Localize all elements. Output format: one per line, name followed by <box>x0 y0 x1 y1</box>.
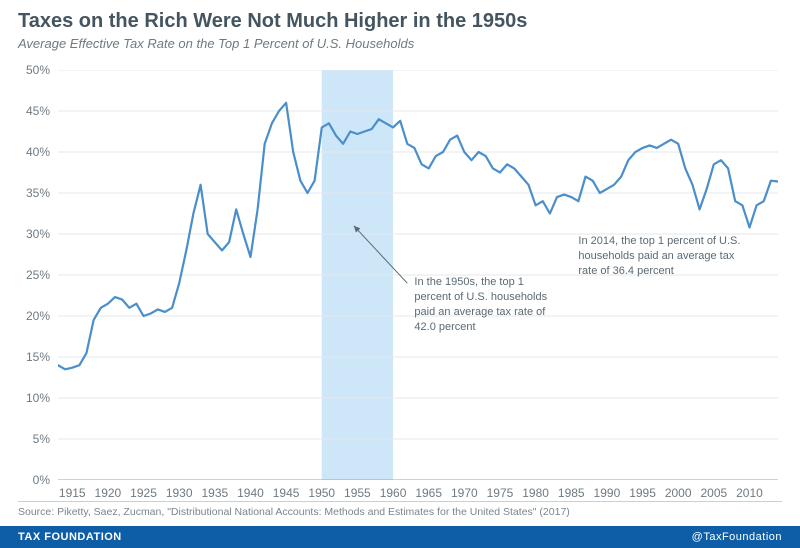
annotation-2014: In 2014, the top 1 percent of U.S. house… <box>578 234 748 279</box>
x-axis-tick-label: 1990 <box>594 486 621 500</box>
chart-subtitle: Average Effective Tax Rate on the Top 1 … <box>18 36 414 51</box>
x-axis-tick-label: 2005 <box>700 486 727 500</box>
annotation-1950s: In the 1950s, the top 1 percent of U.S. … <box>414 275 554 334</box>
x-axis-tick-label: 1935 <box>201 486 228 500</box>
y-axis-tick-label: 20% <box>10 309 50 323</box>
y-axis-tick-label: 35% <box>10 186 50 200</box>
x-axis-tick-label: 2000 <box>665 486 692 500</box>
x-axis-tick-label: 1980 <box>522 486 549 500</box>
y-axis-tick-label: 15% <box>10 350 50 364</box>
footer-brand: TAX FOUNDATION <box>18 531 122 543</box>
y-axis-tick-label: 5% <box>10 432 50 446</box>
x-axis-tick-label: 1985 <box>558 486 585 500</box>
y-axis-tick-label: 50% <box>10 63 50 77</box>
x-axis-tick-label: 2010 <box>736 486 763 500</box>
x-axis-tick-label: 1940 <box>237 486 264 500</box>
x-axis-tick-label: 1975 <box>487 486 514 500</box>
x-axis-tick-label: 1920 <box>95 486 122 500</box>
y-axis-tick-label: 45% <box>10 104 50 118</box>
x-axis-tick-label: 1965 <box>415 486 442 500</box>
source-text: Source: Piketty, Saez, Zucman, "Distribu… <box>18 501 782 518</box>
y-axis-tick-label: 30% <box>10 227 50 241</box>
footer-bar: TAX FOUNDATION @TaxFoundation <box>0 526 800 548</box>
x-axis-tick-label: 1995 <box>629 486 656 500</box>
chart-container: Taxes on the Rich Were Not Much Higher i… <box>0 0 800 548</box>
y-axis-tick-label: 25% <box>10 268 50 282</box>
x-axis-tick-label: 1925 <box>130 486 157 500</box>
x-axis-tick-label: 1955 <box>344 486 371 500</box>
x-axis-tick-label: 1970 <box>451 486 478 500</box>
y-axis-tick-label: 40% <box>10 145 50 159</box>
chart-area: 0%5%10%15%20%25%30%35%40%45%50% 19151920… <box>58 70 778 480</box>
y-axis-tick-label: 0% <box>10 473 50 487</box>
x-axis-tick-label: 1960 <box>380 486 407 500</box>
chart-title: Taxes on the Rich Were Not Much Higher i… <box>18 10 527 33</box>
y-axis-tick-label: 10% <box>10 391 50 405</box>
x-axis-tick-label: 1950 <box>308 486 335 500</box>
x-axis-tick-label: 1930 <box>166 486 193 500</box>
footer-handle: @TaxFoundation <box>692 531 782 543</box>
x-axis-tick-label: 1915 <box>59 486 86 500</box>
x-axis-tick-label: 1945 <box>273 486 300 500</box>
